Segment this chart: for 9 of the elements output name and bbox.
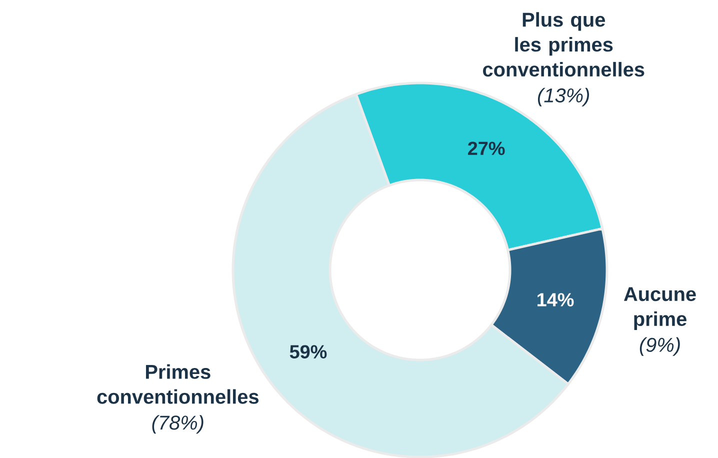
text: (13%) — [538, 88, 590, 106]
slice-label: Primes conventionnelles — [97, 364, 258, 404]
slice-label: Plus que les primes conventionnelles — [483, 12, 644, 76]
data-label: 27% — [468, 142, 505, 155]
slice-label: Aucune prime — [624, 287, 696, 330]
data-label: 14% — [538, 292, 574, 306]
text: (9%) — [640, 337, 680, 356]
text: (78%) — [152, 415, 204, 434]
data-label: 59% — [290, 344, 327, 358]
